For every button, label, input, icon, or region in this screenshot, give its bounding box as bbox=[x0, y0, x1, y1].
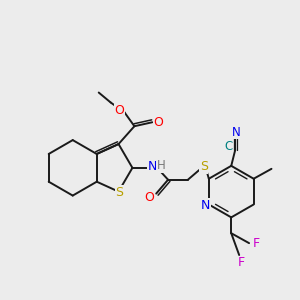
Text: S: S bbox=[116, 186, 124, 199]
Text: N: N bbox=[148, 160, 157, 173]
Text: F: F bbox=[238, 256, 245, 269]
Text: N: N bbox=[232, 126, 241, 139]
Text: O: O bbox=[153, 116, 163, 129]
Text: F: F bbox=[252, 237, 260, 250]
Text: O: O bbox=[115, 104, 124, 117]
Text: C: C bbox=[224, 140, 232, 152]
Text: H: H bbox=[157, 159, 166, 172]
Text: O: O bbox=[144, 191, 154, 204]
Text: S: S bbox=[200, 160, 208, 173]
Text: N: N bbox=[201, 199, 211, 212]
